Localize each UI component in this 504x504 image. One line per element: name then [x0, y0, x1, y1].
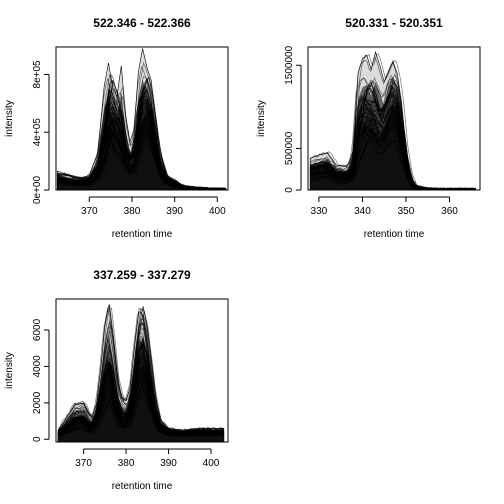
y-tick-label: 1500000: [284, 45, 295, 84]
chart-title: 520.331 - 520.351: [345, 16, 443, 30]
chart-title: 522.346 - 522.366: [93, 16, 191, 30]
x-tick-label: 400: [203, 458, 220, 469]
y-tick-label: 0: [284, 187, 295, 193]
chart-title: 337.259 - 337.279: [93, 268, 191, 282]
series-core: [57, 104, 226, 190]
x-axis-label: retention time: [364, 229, 425, 240]
series-trace: [57, 307, 224, 434]
y-tick-label: 0: [32, 436, 43, 442]
x-tick-label: 400: [209, 206, 226, 217]
x-tick-label: 350: [398, 206, 415, 217]
x-axis-label: retention time: [112, 481, 173, 492]
x-tick-label: 340: [354, 206, 371, 217]
x-tick-label: 380: [124, 206, 141, 217]
y-tick-label: 0e+00: [32, 176, 43, 205]
x-tick-label: 370: [81, 206, 98, 217]
y-tick-label: 500000: [284, 131, 295, 165]
x-tick-label: 390: [166, 206, 183, 217]
y-tick-label: 6000: [32, 318, 43, 341]
x-tick-label: 390: [160, 458, 177, 469]
chart-panel-2: 520.331 - 520.351 330 340 350 360 retention t…: [256, 16, 481, 240]
plot-frame: [55, 46, 229, 191]
chart-panel-3: 337.259 - 337.279 370 380 390 400 retention t…: [4, 268, 229, 492]
y-axis-label: intensity: [256, 100, 267, 137]
x-tick-label: 330: [311, 206, 328, 217]
x-tick-label: 360: [441, 206, 458, 217]
plot-area: [57, 304, 225, 442]
chart-panel-1: 522.346 - 522.366 370 380 390 400 retention t…: [4, 16, 229, 240]
x-tick-label: 370: [75, 458, 92, 469]
x-axis-label: retention time: [112, 229, 173, 240]
plot-frame: [55, 298, 229, 443]
y-axis-label: intensity: [4, 352, 15, 389]
series-core: [58, 365, 224, 442]
y-tick-label: 4e+05: [32, 118, 43, 147]
y-axis-label: intensity: [4, 100, 15, 137]
y-tick-label: 2000: [32, 391, 43, 414]
series-core: [310, 105, 476, 190]
y-tick-label: 4000: [32, 355, 43, 378]
plot-frame: [307, 46, 481, 191]
plot-area: [57, 48, 227, 190]
x-tick-label: 380: [118, 458, 135, 469]
y-tick-label: 8e+05: [32, 60, 43, 89]
plot-area: [309, 50, 476, 190]
